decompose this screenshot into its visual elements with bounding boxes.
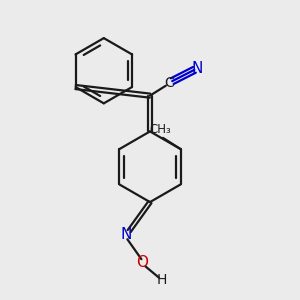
Text: N: N [121,227,132,242]
Text: O: O [136,255,148,270]
Text: N: N [192,61,203,76]
Text: CH₃: CH₃ [150,123,172,136]
Text: C: C [164,76,174,90]
Text: H: H [156,273,166,287]
